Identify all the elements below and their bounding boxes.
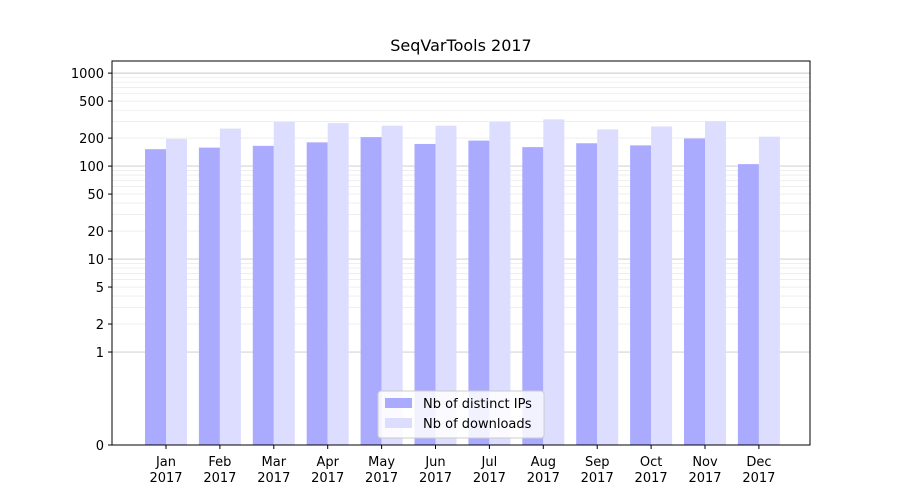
bar-downloads — [327, 123, 349, 445]
x-tick-label: Aug 2017 — [527, 455, 560, 486]
legend-box — [377, 390, 545, 439]
y-tick-label: 10 — [87, 253, 104, 268]
bar-downloads — [381, 125, 403, 446]
y-tick-label: 50 — [87, 188, 104, 203]
bar-ips — [360, 137, 382, 445]
plot-frame — [111, 60, 811, 446]
bar-downloads — [273, 121, 295, 446]
bar-downloads — [543, 119, 565, 445]
bar-downloads — [651, 126, 673, 445]
x-tick-label: Dec 2017 — [742, 455, 775, 486]
y-tick-label: 200 — [79, 132, 104, 147]
bar-ips — [414, 143, 436, 445]
bar-ips — [522, 147, 544, 446]
x-tick-label: Mar 2017 — [257, 455, 290, 486]
bar-downloads — [758, 136, 780, 446]
bar-ips — [198, 147, 220, 445]
x-axis: Jan 2017 Feb 2017 Mar 2017 Apr 2017 May 2017 Jun 20… — [149, 445, 775, 486]
bar-downloads — [166, 138, 187, 445]
bar-downloads — [489, 121, 511, 446]
x-tick-label: Apr 2017 — [311, 455, 344, 486]
bar-ips — [306, 142, 328, 446]
x-tick-label: Sep 2017 — [581, 455, 614, 486]
bar-ips — [630, 145, 652, 445]
y-tick-label: 1 — [96, 346, 104, 361]
y-tick-label: 500 — [79, 95, 104, 110]
x-tick-label: Feb 2017 — [203, 455, 236, 486]
bars-layer — [145, 119, 780, 446]
x-tick-label: Jul 2017 — [473, 455, 506, 486]
bar-ips — [576, 143, 598, 445]
legend-swatch — [385, 418, 412, 428]
x-tick-label: Oct 2017 — [635, 455, 668, 486]
bar-downloads — [597, 129, 619, 445]
x-tick-label: Jun 2017 — [419, 455, 452, 486]
bar-ips — [684, 138, 705, 445]
y-tick-label: 2 — [96, 318, 104, 333]
x-tick-label: Nov 2017 — [688, 455, 721, 486]
legend-swatch — [385, 398, 412, 408]
legend-label: Nb of downloads — [423, 417, 532, 432]
legend: Nb of distinct IPs Nb of downloads — [377, 390, 545, 439]
x-tick-label: May 2017 — [365, 455, 398, 486]
bar-ips — [252, 145, 274, 445]
bar-ips — [468, 140, 490, 445]
bar-downloads — [435, 125, 457, 446]
y-tick-label: 0 — [96, 439, 104, 454]
bar-downloads — [705, 121, 726, 445]
bar-ips — [737, 164, 759, 446]
y-tick-label: 100 — [79, 160, 104, 175]
bar-ips — [145, 149, 166, 445]
chart-title: SeqVarTools 2017 — [390, 36, 531, 55]
bar-downloads — [219, 128, 241, 445]
x-tick-label: Jan 2017 — [149, 455, 182, 486]
legend-label: Nb of distinct IPs — [423, 397, 532, 412]
y-tick-label: 5 — [96, 281, 104, 296]
y-tick-label: 1000 — [71, 67, 104, 82]
y-tick-label: 20 — [87, 225, 104, 240]
y-axis: 0 1 2 5 10 20 50 100 200 500 1000 — [71, 67, 112, 454]
